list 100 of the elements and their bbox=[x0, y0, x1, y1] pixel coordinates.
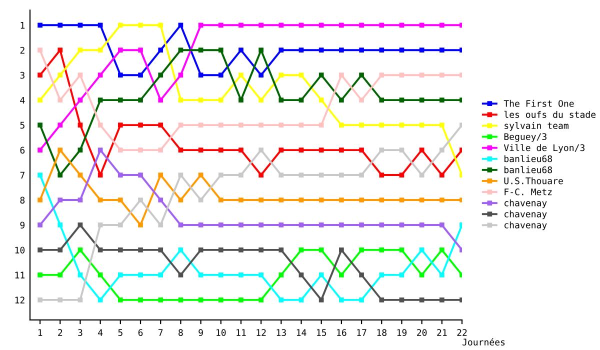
x-tick-label: 9 bbox=[198, 329, 203, 336]
x-tick-label: 6 bbox=[138, 329, 143, 336]
point bbox=[138, 148, 143, 152]
point bbox=[318, 172, 324, 178]
y-tick-label: 7 bbox=[20, 172, 24, 178]
point bbox=[439, 122, 444, 128]
x-tick-label: 12 bbox=[256, 329, 266, 336]
legend-label: chavenay bbox=[504, 199, 547, 208]
point bbox=[178, 122, 184, 128]
point bbox=[399, 122, 404, 128]
point bbox=[98, 297, 103, 302]
point bbox=[439, 248, 444, 252]
point bbox=[258, 98, 264, 103]
point bbox=[419, 297, 424, 302]
point bbox=[278, 297, 284, 302]
point bbox=[339, 48, 344, 53]
point bbox=[359, 122, 364, 128]
point bbox=[158, 172, 164, 178]
point bbox=[339, 72, 344, 78]
x-tick-label: 8 bbox=[178, 329, 183, 336]
legend-label: U.S.Thouare bbox=[504, 177, 563, 184]
point bbox=[278, 222, 284, 228]
point bbox=[258, 198, 264, 202]
point bbox=[98, 148, 103, 152]
point bbox=[58, 72, 63, 78]
point bbox=[359, 272, 364, 278]
point bbox=[138, 198, 143, 202]
point bbox=[198, 98, 204, 103]
point bbox=[78, 72, 83, 78]
point bbox=[158, 248, 164, 252]
point bbox=[419, 148, 424, 152]
point bbox=[318, 98, 324, 103]
point bbox=[78, 48, 83, 53]
point bbox=[379, 172, 384, 178]
point bbox=[138, 272, 143, 278]
point bbox=[98, 98, 103, 103]
x-tick-label: 5 bbox=[118, 329, 122, 336]
point bbox=[278, 122, 284, 128]
point bbox=[419, 248, 424, 252]
point bbox=[218, 297, 224, 302]
point bbox=[238, 72, 244, 78]
x-tick-label: 14 bbox=[296, 329, 306, 336]
point bbox=[138, 122, 143, 128]
point bbox=[118, 72, 123, 78]
point bbox=[118, 148, 123, 152]
point bbox=[278, 148, 284, 152]
x-tick-label: 16 bbox=[337, 329, 346, 336]
point bbox=[78, 148, 83, 152]
point bbox=[278, 198, 284, 202]
point bbox=[38, 297, 42, 302]
point bbox=[399, 98, 404, 103]
point bbox=[118, 22, 123, 28]
point bbox=[118, 98, 123, 103]
point bbox=[238, 222, 244, 228]
point bbox=[118, 198, 123, 202]
point bbox=[198, 122, 204, 128]
point bbox=[198, 198, 204, 202]
point bbox=[198, 72, 204, 78]
point bbox=[379, 148, 384, 152]
point bbox=[78, 198, 83, 202]
point bbox=[298, 48, 304, 53]
point bbox=[38, 122, 42, 128]
point bbox=[158, 222, 164, 228]
point bbox=[178, 248, 184, 252]
point bbox=[298, 248, 304, 252]
legend-label: Beguey/3 bbox=[504, 133, 546, 142]
point bbox=[258, 148, 264, 152]
point bbox=[98, 222, 103, 228]
point bbox=[339, 248, 344, 252]
point bbox=[258, 72, 264, 78]
point bbox=[118, 48, 123, 53]
point bbox=[38, 272, 42, 278]
point bbox=[318, 222, 324, 228]
legend-label: banlieu68 bbox=[504, 155, 552, 162]
point bbox=[58, 48, 63, 53]
point bbox=[399, 172, 404, 178]
point bbox=[278, 72, 284, 78]
point bbox=[158, 98, 164, 103]
y-tick-label: 9 bbox=[20, 222, 25, 229]
point bbox=[38, 48, 42, 53]
x-tick-label: 17 bbox=[357, 329, 366, 336]
legend-label: chavenay bbox=[504, 221, 547, 230]
point bbox=[198, 48, 204, 53]
point bbox=[218, 98, 224, 103]
point bbox=[339, 172, 344, 178]
point bbox=[158, 297, 164, 302]
point bbox=[198, 222, 204, 228]
point bbox=[238, 248, 244, 252]
point bbox=[359, 248, 364, 252]
point bbox=[419, 22, 424, 28]
point bbox=[238, 172, 244, 178]
point bbox=[298, 172, 304, 178]
point bbox=[138, 172, 143, 178]
point bbox=[58, 297, 63, 302]
point bbox=[339, 222, 344, 228]
point bbox=[218, 72, 224, 78]
x-tick-label: 1 bbox=[38, 329, 42, 336]
point bbox=[298, 72, 304, 78]
point bbox=[138, 72, 143, 78]
point bbox=[98, 22, 103, 28]
